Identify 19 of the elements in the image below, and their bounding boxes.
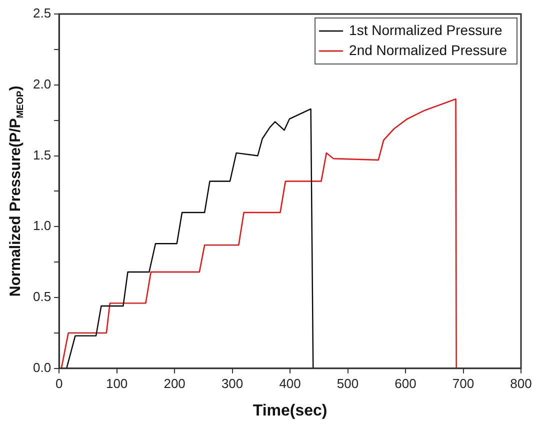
y-tick-label: 2.0 xyxy=(32,76,52,92)
x-tick-label: 800 xyxy=(510,376,532,391)
legend-label: 1st Normalized Pressure xyxy=(349,22,503,38)
x-tick-label: 500 xyxy=(336,376,359,391)
x-tick-label: 400 xyxy=(279,376,301,391)
x-tick-label: 0 xyxy=(55,376,63,391)
legend-label: 2nd Normalized Pressure xyxy=(349,42,508,58)
x-tick-label: 700 xyxy=(452,376,474,391)
x-tick-label: 200 xyxy=(164,376,186,391)
y-tick-label: 1.0 xyxy=(32,218,52,234)
x-tick-label: 600 xyxy=(394,376,416,391)
x-tick-label: 100 xyxy=(106,376,128,391)
x-axis-title: Time(sec) xyxy=(252,402,328,420)
y-tick-label: 0.5 xyxy=(32,289,52,304)
x-tick-label: 300 xyxy=(221,376,244,391)
y-tick-label: 2.5 xyxy=(32,6,52,21)
y-tick-label: 0.0 xyxy=(32,360,52,375)
y-axis-title: Normalized Pressure(P/PMEOP) xyxy=(7,86,26,297)
y-tick-label: 1.5 xyxy=(32,147,52,162)
